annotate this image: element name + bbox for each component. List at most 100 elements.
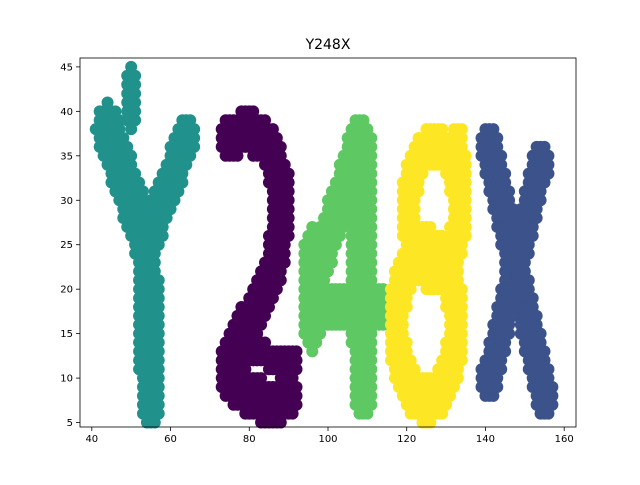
point [455, 292, 468, 305]
point [325, 256, 338, 269]
y-tick-label: 35 [60, 151, 73, 162]
point [152, 292, 165, 305]
point [455, 123, 468, 136]
point [365, 372, 378, 385]
point [278, 247, 291, 260]
x-tick-label: 160 [555, 434, 574, 445]
point [455, 327, 468, 340]
point [459, 158, 472, 171]
point [436, 238, 449, 251]
point [503, 327, 516, 340]
point [546, 380, 559, 393]
point [400, 336, 413, 349]
y-tick-label: 5 [67, 418, 73, 429]
point [455, 132, 468, 145]
point [365, 229, 378, 242]
point [408, 203, 421, 216]
y-tick-label: 25 [60, 240, 73, 251]
point [282, 167, 295, 180]
point [152, 354, 165, 367]
point [188, 132, 201, 145]
point [282, 212, 295, 225]
point [542, 167, 555, 180]
point [546, 398, 559, 411]
point [534, 194, 547, 207]
point [341, 283, 354, 296]
point [365, 167, 378, 180]
point [455, 318, 468, 331]
point [459, 167, 472, 180]
point [542, 149, 555, 162]
point [290, 398, 303, 411]
point [152, 345, 165, 358]
x-tick-label: 120 [397, 434, 416, 445]
point [459, 185, 472, 198]
point [499, 265, 512, 278]
point [152, 309, 165, 322]
point [152, 318, 165, 331]
point [459, 220, 472, 233]
chart-title: Y248X [305, 37, 351, 53]
point [455, 309, 468, 322]
point [282, 185, 295, 198]
point [282, 203, 295, 216]
point [188, 140, 201, 153]
point [491, 132, 504, 145]
point [152, 380, 165, 393]
point [365, 247, 378, 260]
point [365, 336, 378, 349]
point [459, 149, 472, 162]
point [152, 372, 165, 385]
point [459, 176, 472, 189]
point [152, 300, 165, 313]
point [290, 345, 303, 358]
x-tick-label: 100 [318, 434, 337, 445]
point [290, 389, 303, 402]
point [302, 256, 315, 269]
point [365, 389, 378, 402]
point [365, 176, 378, 189]
point [365, 203, 378, 216]
point [282, 194, 295, 207]
point [365, 220, 378, 233]
point [129, 96, 142, 109]
point [365, 185, 378, 198]
point [282, 176, 295, 189]
point [455, 336, 468, 349]
point [129, 69, 142, 82]
point [503, 185, 516, 198]
point [499, 167, 512, 180]
point [495, 149, 508, 162]
point [522, 247, 535, 260]
point [310, 229, 323, 242]
point [290, 363, 303, 376]
data-points [89, 60, 559, 429]
point [522, 274, 535, 287]
point [314, 327, 327, 340]
point [400, 300, 413, 313]
point [455, 300, 468, 313]
point [152, 407, 165, 420]
point [152, 363, 165, 376]
point [451, 265, 464, 278]
point [365, 132, 378, 145]
x-tick-label: 80 [243, 434, 256, 445]
y-tick-label: 20 [60, 285, 73, 296]
point [455, 283, 468, 296]
point [365, 158, 378, 171]
point [455, 247, 468, 260]
point [365, 354, 378, 367]
axes: 40 60 80 100 120 140 160 5 10 15 20 25 30 35 40 45 [60, 62, 573, 445]
point [542, 363, 555, 376]
point [152, 274, 165, 287]
point [341, 309, 354, 322]
series-2 [215, 105, 303, 429]
point [278, 256, 291, 269]
point [365, 149, 378, 162]
point [365, 380, 378, 393]
point [152, 389, 165, 402]
y-tick-label: 40 [60, 107, 73, 118]
point [341, 300, 354, 313]
